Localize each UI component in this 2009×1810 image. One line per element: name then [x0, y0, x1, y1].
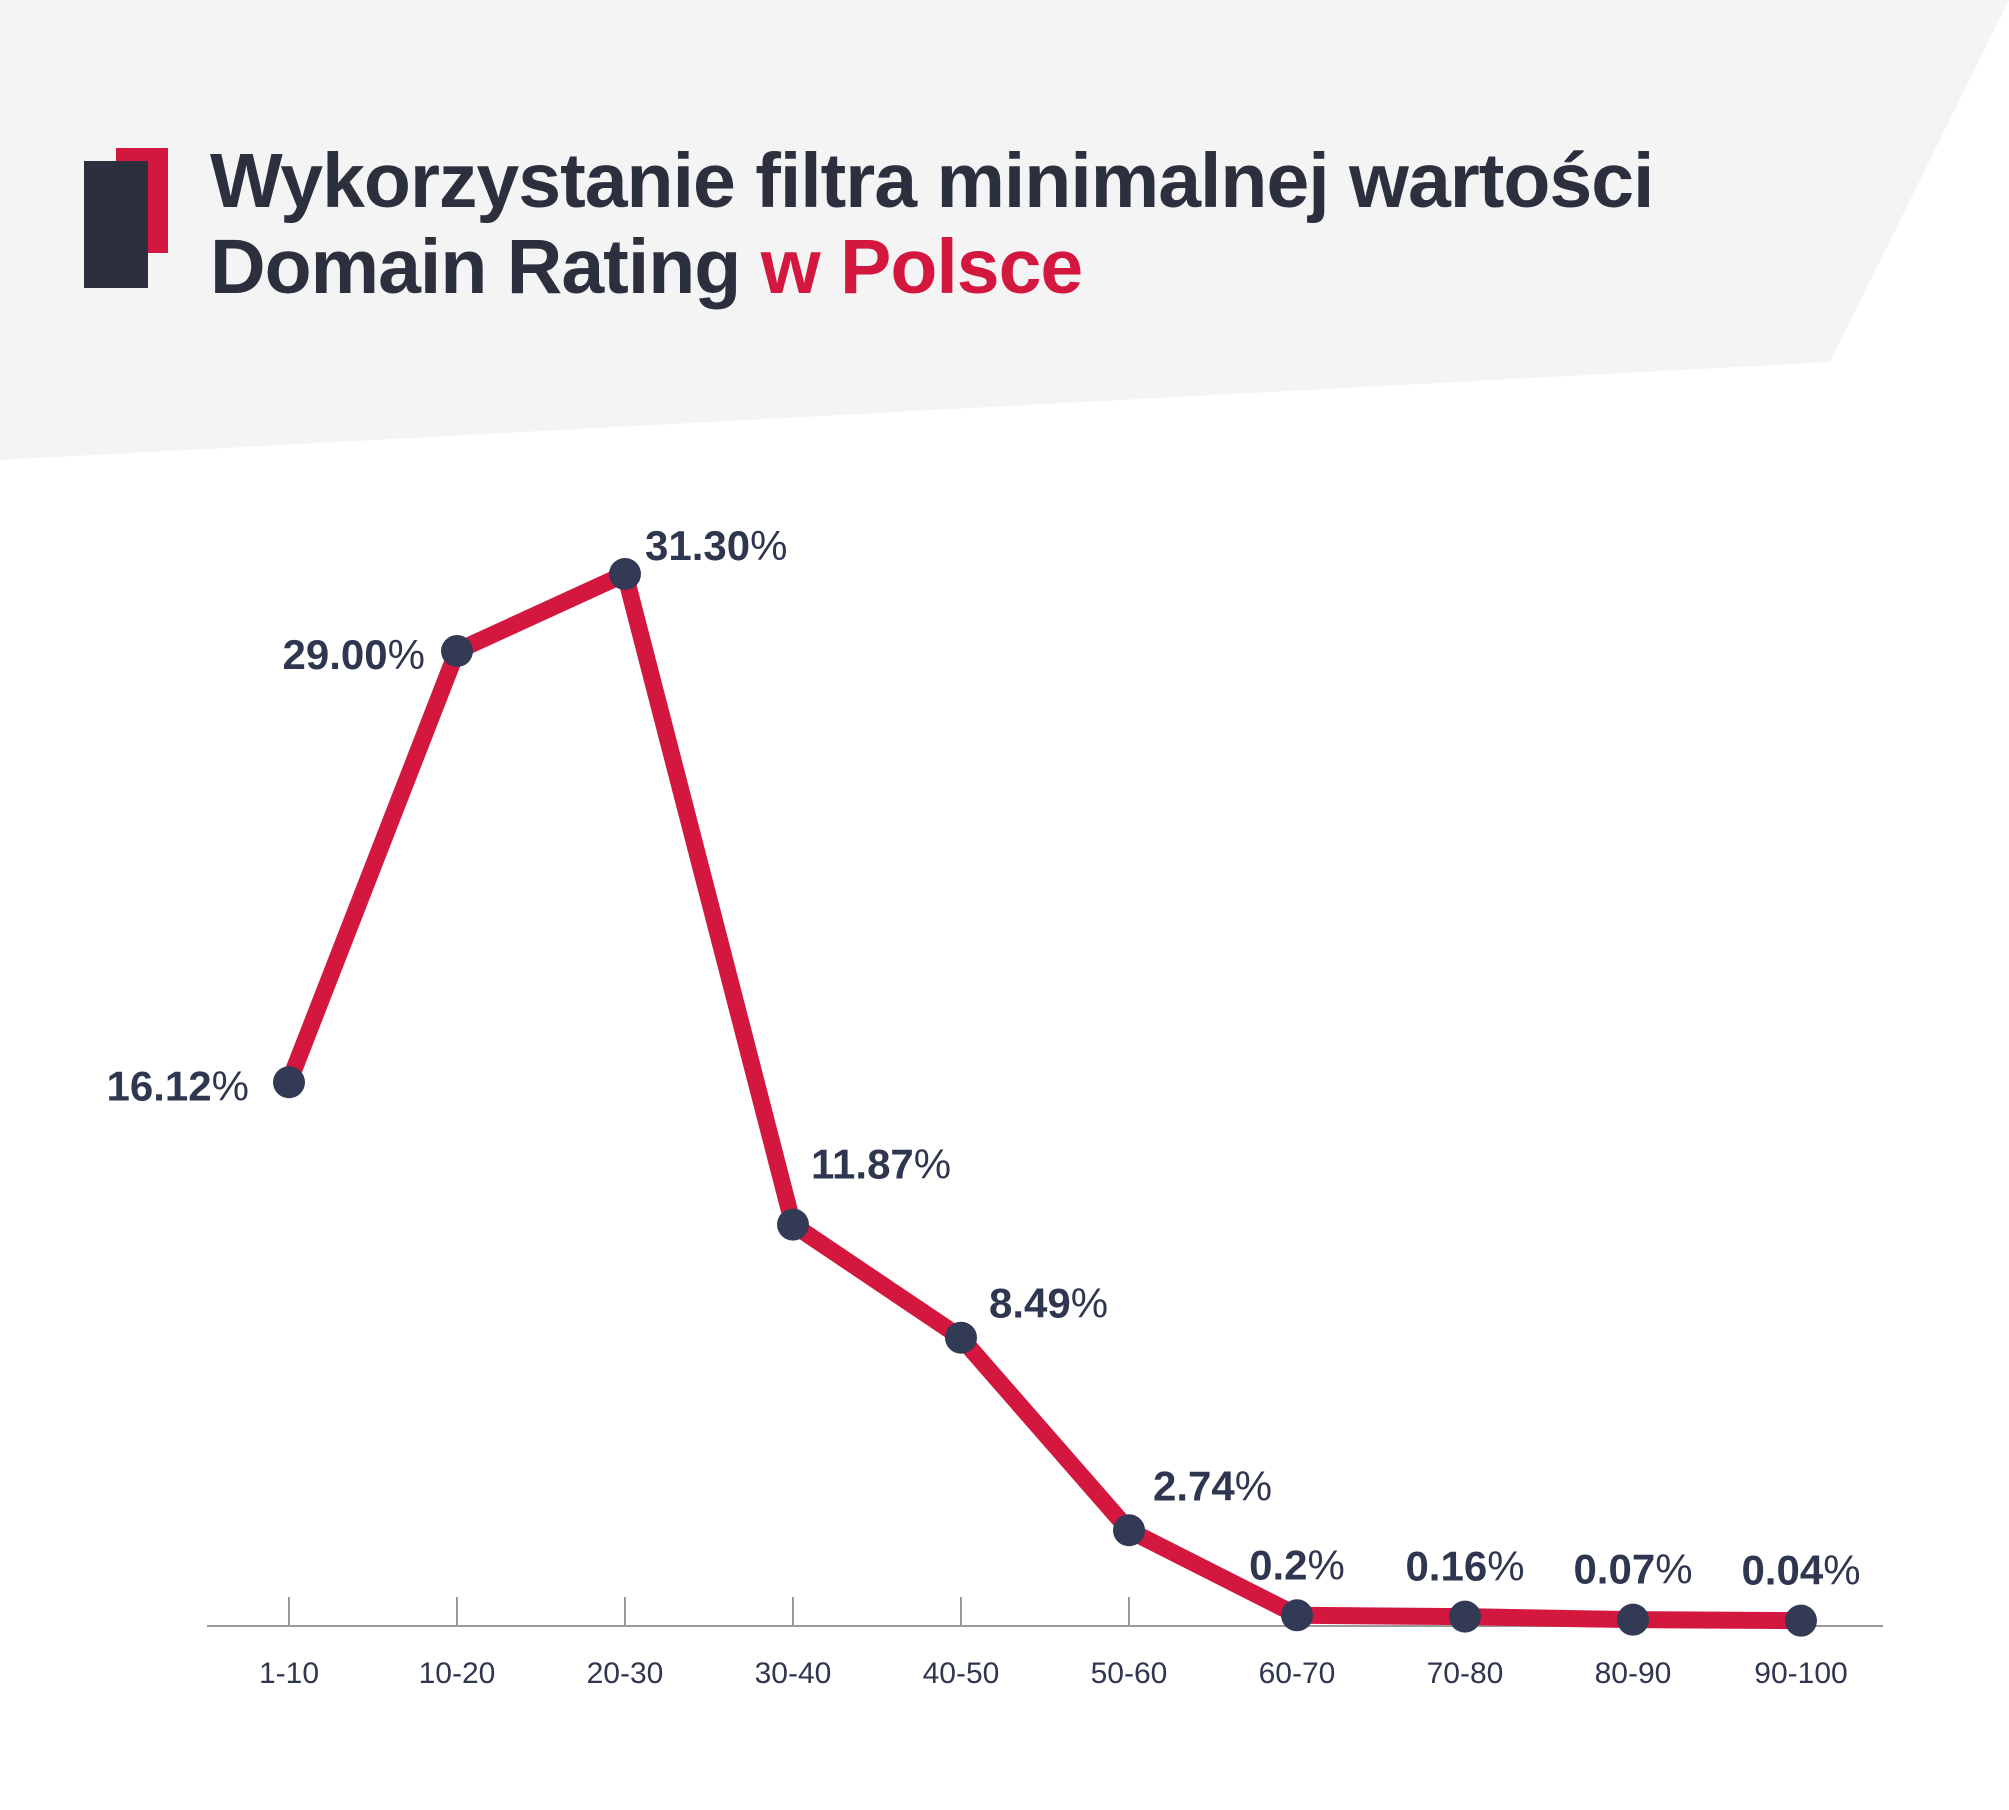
data-label: 31.30% — [645, 522, 787, 569]
series-line-group — [280, 565, 1810, 1630]
data-label-unit: % — [750, 522, 787, 569]
data-label: 29.00% — [283, 631, 425, 678]
data-points — [273, 558, 1817, 1637]
data-point — [945, 1321, 977, 1354]
x-tick-label: 60-70 — [1259, 1657, 1336, 1690]
data-label-value: 31.30 — [645, 522, 750, 569]
data-label: 0.16% — [1405, 1543, 1524, 1590]
data-label-unit: % — [212, 1062, 249, 1109]
title-line-2-accent: w Polsce — [760, 224, 1084, 310]
title-line-2: Domain Rating w Polsce — [210, 224, 1653, 310]
x-tick-label: 90-100 — [1754, 1657, 1847, 1690]
data-point — [441, 635, 473, 668]
x-tick-label: 1-10 — [259, 1657, 319, 1690]
data-label: 11.87% — [811, 1141, 951, 1188]
data-label-unit: % — [914, 1141, 951, 1188]
data-point — [1617, 1603, 1649, 1636]
data-point — [273, 1066, 305, 1099]
title-line-1: Wykorzystanie filtra minimalnej wartości — [210, 138, 1654, 224]
x-tick-label: 10-20 — [419, 1657, 496, 1690]
logo-mark — [84, 148, 168, 288]
data-label-unit: % — [1823, 1547, 1860, 1594]
x-tick-label: 70-80 — [1427, 1657, 1504, 1690]
data-label-value: 0.04 — [1741, 1547, 1823, 1594]
x-tick-label: 80-90 — [1595, 1657, 1672, 1690]
data-label: 0.04% — [1741, 1547, 1860, 1594]
data-label-value: 0.16 — [1405, 1543, 1487, 1590]
data-point — [609, 558, 641, 590]
x-tick-label: 50-60 — [1091, 1657, 1168, 1690]
line-chart: 16.12%29.00%31.30%11.87%8.49%2.74%0.2% 0.… — [107, 522, 1883, 1690]
data-label: 0.2% — [1249, 1541, 1345, 1588]
data-label: 0.07% — [1573, 1546, 1692, 1593]
data-label-unit: % — [1655, 1546, 1692, 1593]
data-point — [1449, 1600, 1481, 1633]
data-label-value: 2.74 — [1153, 1462, 1235, 1509]
x-tick-label: 20-30 — [587, 1657, 664, 1690]
x-tick-label: 40-50 — [923, 1657, 1000, 1690]
title-line-2-main: Domain Rating — [210, 224, 761, 310]
data-label: 16.12% — [107, 1062, 249, 1109]
data-label-value: 16.12 — [107, 1062, 212, 1109]
data-label-unit: % — [1308, 1541, 1345, 1588]
data-point — [777, 1208, 809, 1241]
data-label-unit: % — [388, 631, 425, 678]
data-point — [1113, 1514, 1145, 1547]
data-label: 8.49% — [989, 1280, 1108, 1327]
data-label-unit: % — [1235, 1462, 1272, 1509]
x-tick-labels: 1-10 10-20 20-30 30-40 40-50 50-60 60-70 70-80 8… — [259, 1657, 1848, 1690]
header-background — [0, 0, 2009, 460]
data-label-value: 0.2 — [1249, 1541, 1307, 1588]
data-point — [1281, 1599, 1313, 1632]
series-line — [280, 565, 1810, 1630]
data-label-unit: % — [1487, 1543, 1524, 1590]
x-tick-label: 30-40 — [755, 1657, 832, 1690]
data-label-value: 11.87 — [811, 1141, 914, 1188]
data-label-value: 0.07 — [1573, 1546, 1655, 1593]
data-label-value: 29.00 — [283, 631, 388, 678]
data-point — [1785, 1604, 1817, 1637]
data-label-value: 8.49 — [989, 1280, 1071, 1327]
data-label-unit: % — [1071, 1280, 1108, 1327]
data-label: 2.74% — [1153, 1462, 1272, 1509]
data-labels: 16.12%29.00%31.30%11.87%8.49%2.74%0.2% 0.… — [107, 522, 1861, 1594]
page-title: Wykorzystanie filtra minimalnej wartości… — [210, 138, 1654, 310]
logo-dark-block — [84, 161, 148, 288]
